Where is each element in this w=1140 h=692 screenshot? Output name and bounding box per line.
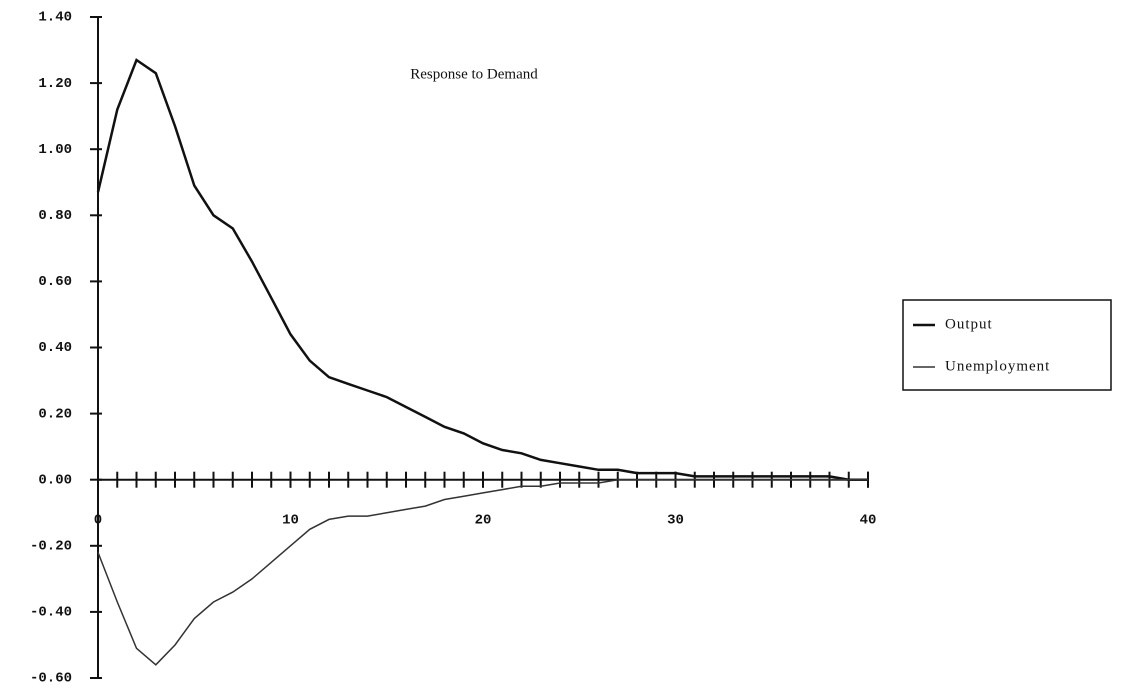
- x-tick-label: 10: [282, 512, 299, 528]
- y-tick-label: 0.00: [38, 472, 72, 488]
- y-tick-label: 0.80: [38, 208, 72, 224]
- y-tick-label: -0.60: [30, 671, 72, 687]
- y-tick-label: -0.40: [30, 605, 72, 621]
- y-tick-label: 1.40: [38, 10, 72, 26]
- y-tick-label: 0.40: [38, 340, 72, 356]
- x-tick-label: 30: [667, 512, 684, 528]
- legend-label: Unemployment: [945, 358, 1050, 374]
- x-tick-label: 40: [860, 512, 877, 528]
- y-tick-label: -0.20: [30, 539, 72, 555]
- y-tick-label: 0.60: [38, 274, 72, 290]
- y-tick-label: 0.20: [38, 406, 72, 422]
- legend-box: [902, 299, 1112, 391]
- x-tick-label: 0: [94, 512, 102, 528]
- y-tick-label: 1.00: [38, 142, 72, 158]
- chart-title: Response to Demand: [410, 66, 538, 82]
- series-line: [96, 58, 868, 481]
- x-tick-label: 20: [475, 512, 492, 528]
- y-tick-label: 1.20: [38, 76, 72, 92]
- legend-label: Output: [945, 316, 993, 332]
- series-line: [97, 478, 868, 666]
